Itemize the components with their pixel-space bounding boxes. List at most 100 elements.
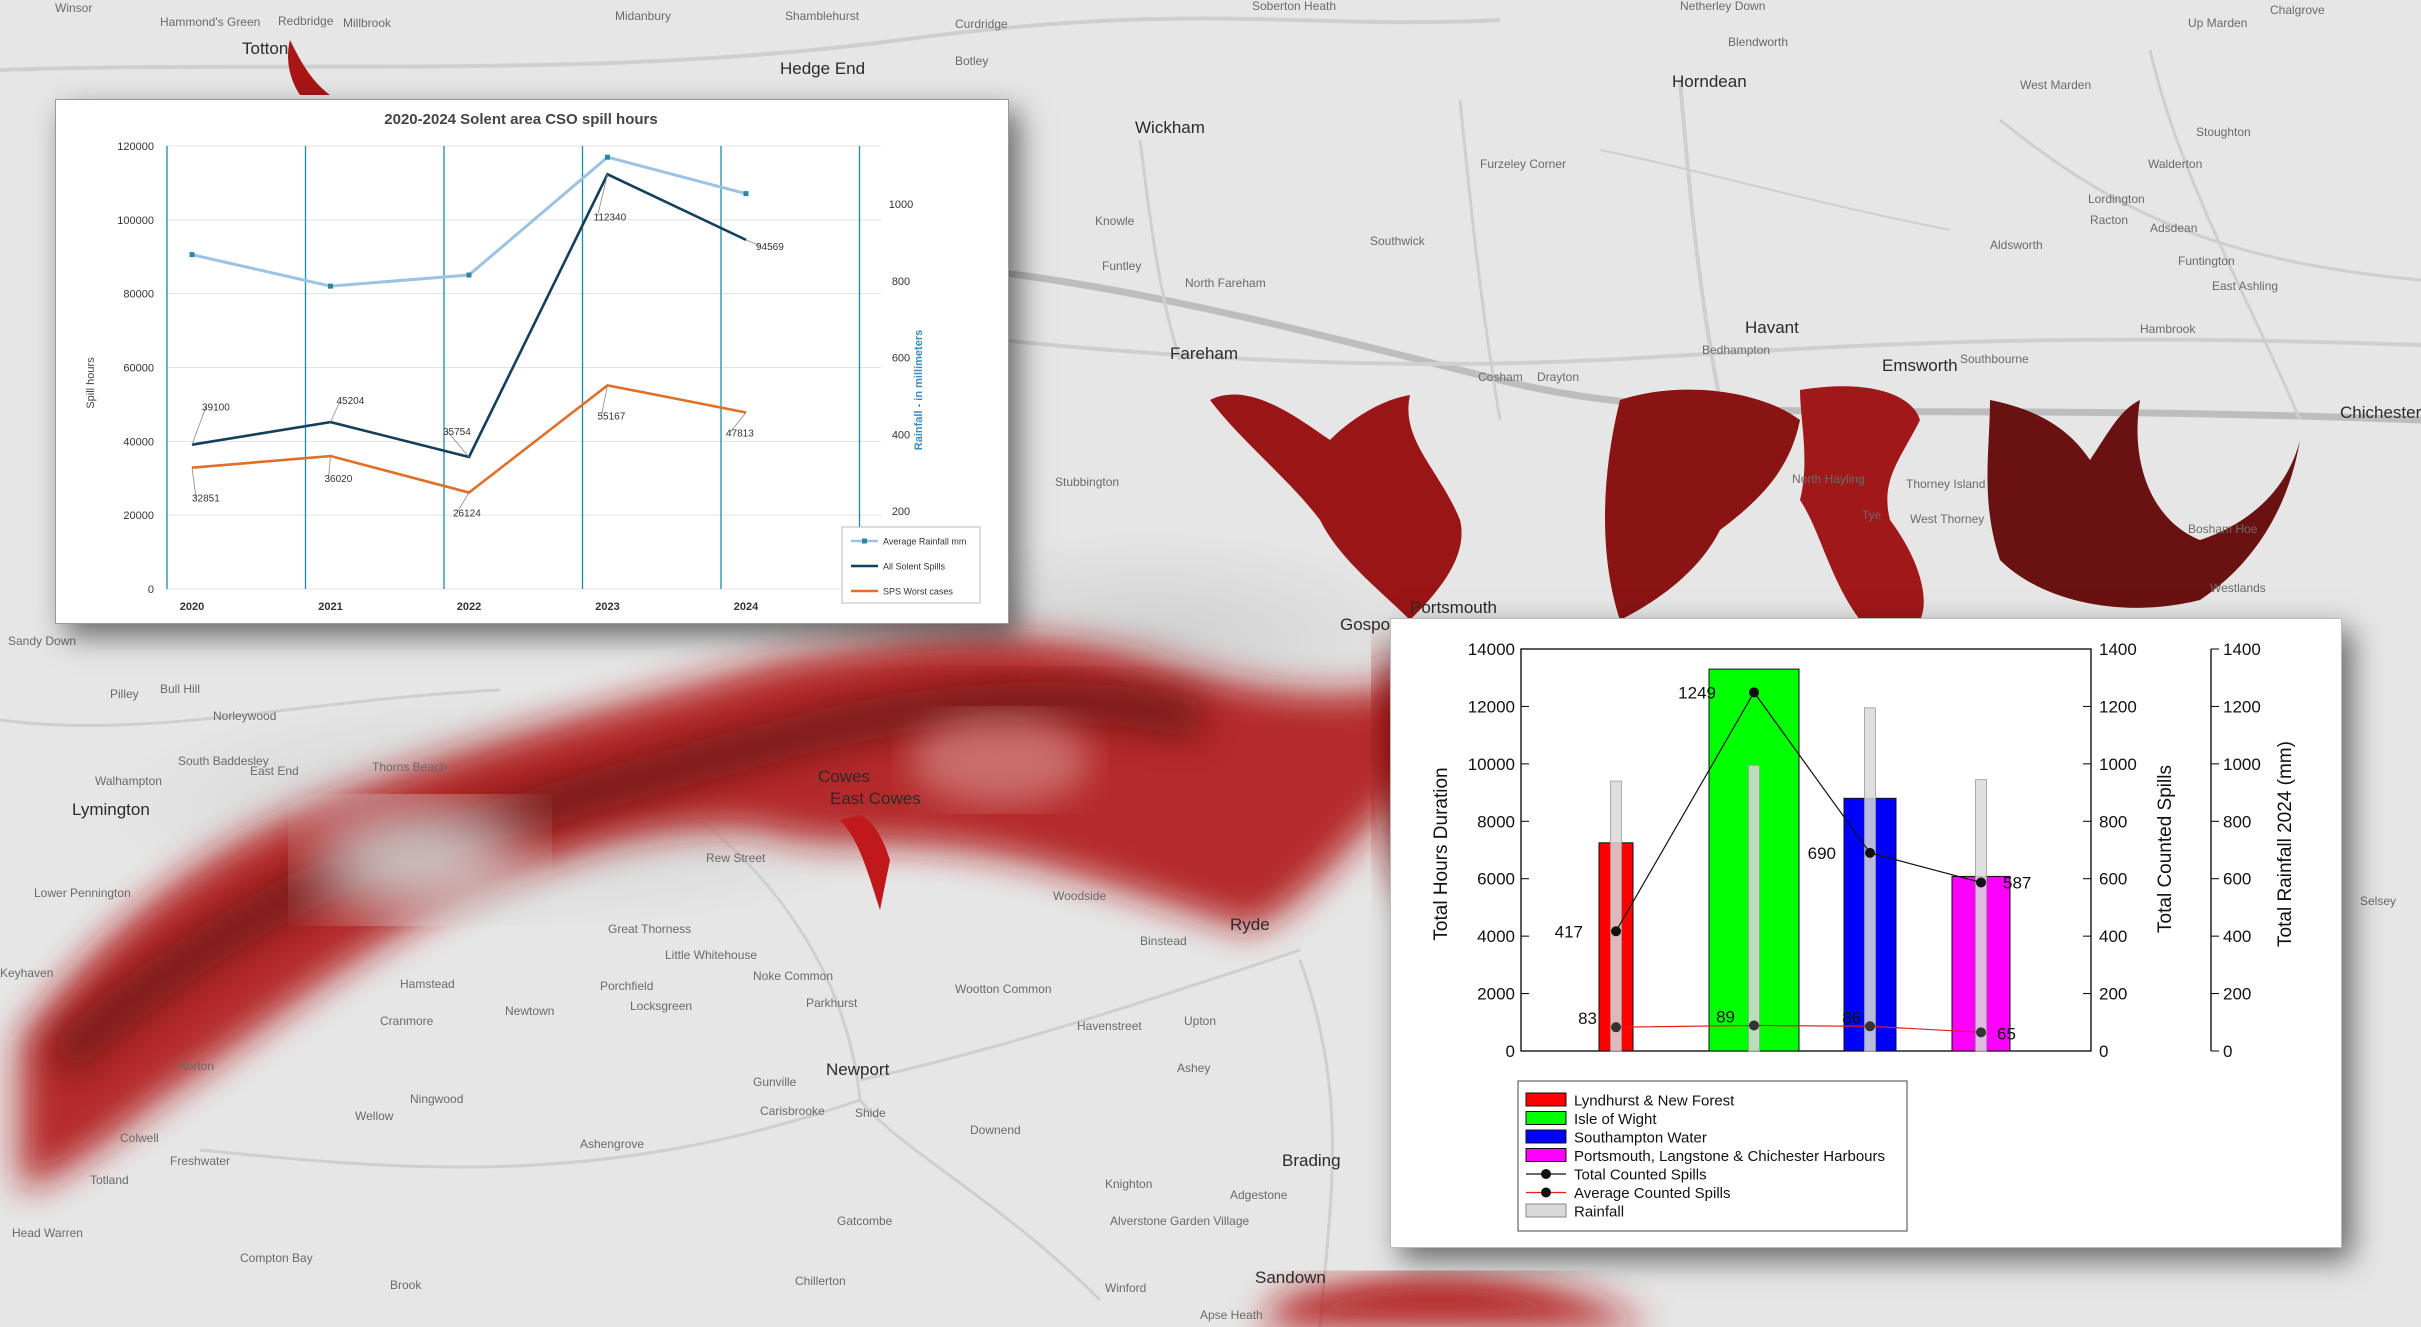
chart2-y3-tick-label: 400 bbox=[2223, 927, 2251, 946]
map-place-label: West Thorney bbox=[1910, 512, 1984, 526]
map-place-label: North Fareham bbox=[1185, 276, 1266, 290]
map-place-label: Woodside bbox=[1053, 889, 1106, 903]
map-place-label: Winford bbox=[1105, 1281, 1146, 1295]
map-place-label: Chillerton bbox=[795, 1274, 846, 1288]
map-place-label: Up Marden bbox=[2188, 16, 2247, 30]
chart2-y-tick-label: 2000 bbox=[1477, 985, 1515, 1004]
chart2-y2-tick-label: 200 bbox=[2099, 985, 2127, 1004]
map-place-label: Bull Hill bbox=[160, 682, 200, 696]
chart1-y-tick-label: 100000 bbox=[117, 215, 154, 227]
chart1-series-line bbox=[191, 383, 747, 494]
chart1-rainfall-marker bbox=[743, 191, 749, 197]
chart1-data-label: 112340 bbox=[594, 212, 627, 223]
map-place-label: Colwell bbox=[120, 1131, 159, 1145]
map-place-label: Keyhaven bbox=[0, 966, 53, 980]
chart2-y3-tick-label: 1400 bbox=[2223, 640, 2261, 659]
chart2-y2-tick-label: 600 bbox=[2099, 870, 2127, 889]
chart1-data-label: 94569 bbox=[756, 242, 784, 253]
chart2-y3-tick-label: 1200 bbox=[2223, 697, 2261, 716]
map-place-label: Cowes bbox=[818, 767, 870, 786]
chart1-label-leader bbox=[191, 406, 207, 445]
map-place-label: Carisbrooke bbox=[760, 1104, 825, 1118]
map-place-label: West Marden bbox=[2020, 78, 2091, 92]
map-place-label: Havant bbox=[1745, 318, 1799, 337]
chart2-average-spills-marker bbox=[1611, 1022, 1621, 1033]
map-place-label: Knowle bbox=[1095, 214, 1135, 228]
map-place-label: Newport bbox=[826, 1060, 890, 1079]
map-place-label: Cosham bbox=[1478, 370, 1523, 384]
chart1-label-leader bbox=[729, 412, 747, 433]
map-place-label: Southwick bbox=[1370, 234, 1426, 248]
chart2-total-spills-marker bbox=[1611, 926, 1621, 937]
chart1-rainfall-marker bbox=[605, 154, 610, 160]
bar-chart-panel: Total Hours Duration Total Counted Spill… bbox=[1390, 618, 2342, 1248]
chart2-legend-marker bbox=[1541, 1169, 1551, 1179]
chart2-legend-label: Lyndhurst & New Forest bbox=[1574, 1093, 1735, 1110]
chart2-total-spills-marker bbox=[1865, 847, 1875, 858]
chart1-x-tick-label: 2024 bbox=[734, 601, 759, 613]
chart2-y2-axis-label: Total Counted Spills bbox=[2155, 765, 2176, 933]
map-place-label: Soberton Heath bbox=[1252, 0, 1336, 13]
map-place-label: Parkhurst bbox=[806, 996, 858, 1010]
chart1-data-label: 45204 bbox=[337, 396, 365, 407]
chart2-legend-swatch bbox=[1525, 1148, 1567, 1162]
map-place-label: Little Whitehouse bbox=[665, 948, 757, 962]
map-place-label: Stoughton bbox=[2196, 125, 2251, 139]
chart2-average-spills-marker bbox=[1976, 1027, 1986, 1038]
map-place-label: Wickham bbox=[1135, 118, 1205, 137]
chart2-legend-label: Southampton Water bbox=[1574, 1130, 1707, 1147]
map-place-label: Hammond's Green bbox=[160, 15, 260, 29]
map-place-label: East Cowes bbox=[830, 789, 921, 808]
map-place-label: Norleywood bbox=[213, 709, 276, 723]
chart2-average-spills-marker bbox=[1749, 1020, 1759, 1031]
chart2-y3-axis-label: Total Rainfall 2024 (mm) bbox=[2275, 741, 2296, 947]
chart2-y-tick-label: 14000 bbox=[1468, 640, 1515, 659]
chart1-rainfall-marker bbox=[466, 272, 472, 278]
map-place-label: Apse Heath bbox=[1200, 1308, 1263, 1322]
spill-overlay bbox=[20, 40, 2300, 1327]
map-place-label: Ryde bbox=[1230, 915, 1270, 934]
chart2-plot-area bbox=[1520, 648, 2092, 1052]
map-place-label: Bedhampton bbox=[1702, 343, 1770, 357]
map-place-label: Botley bbox=[955, 54, 988, 68]
chart1-series-line bbox=[191, 155, 747, 288]
map-place-label: Walderton bbox=[2148, 157, 2202, 171]
chart1-y2-axis-label: Rainfall - in millimeters bbox=[913, 330, 925, 450]
chart1-y2-tick-label: 800 bbox=[892, 276, 910, 288]
chart1-label-leader bbox=[446, 430, 470, 458]
map-place-label: Walhampton bbox=[95, 774, 162, 788]
chart1-data-label: 35754 bbox=[443, 427, 471, 438]
map-place-label: Knighton bbox=[1105, 1177, 1152, 1191]
chart2-total-spills-label: 587 bbox=[2003, 873, 2031, 892]
chart2-y2-tick-label: 0 bbox=[2099, 1042, 2108, 1061]
map-place-label: Brading bbox=[1282, 1151, 1341, 1170]
map-place-label: Shide bbox=[855, 1106, 886, 1120]
map-place-label: Redbridge bbox=[278, 14, 334, 28]
chart1-x-tick-label: 2021 bbox=[318, 601, 342, 613]
chart1-x-tick-label: 2020 bbox=[180, 601, 204, 613]
chart1-data-label: 39100 bbox=[202, 403, 230, 414]
map-place-label: Sandy Down bbox=[8, 634, 76, 648]
chart2-total-spills-label: 417 bbox=[1555, 922, 1583, 941]
chart1-label-leader bbox=[328, 455, 331, 479]
map-place-label: Pilley bbox=[110, 687, 139, 701]
chart2-y3-tick-label: 600 bbox=[2223, 870, 2251, 889]
chart1-title: 2020-2024 Solent area CSO spill hours bbox=[384, 111, 657, 128]
map-place-label: Horndean bbox=[1672, 72, 1747, 91]
map-place-label: Stubbington bbox=[1055, 475, 1119, 489]
map-place-label: Locksgreen bbox=[630, 999, 692, 1013]
map-place-label: Gosport bbox=[1340, 615, 1401, 634]
map-place-label: Downend bbox=[970, 1123, 1021, 1137]
chart2-rainfall-bar bbox=[1610, 780, 1622, 1052]
chart1-legend-label: Average Rainfall mm bbox=[883, 537, 966, 547]
chart2-legend-swatch bbox=[1525, 1092, 1567, 1107]
map-place-label: Blendworth bbox=[1728, 35, 1788, 49]
map-place-label: Westlands bbox=[2210, 581, 2266, 595]
chart2-y2-tick-label: 800 bbox=[2099, 812, 2127, 831]
chart2-legend-swatch bbox=[1525, 1111, 1567, 1125]
chart1-rainfall-marker bbox=[189, 252, 195, 258]
chart2-y-tick-label: 12000 bbox=[1468, 697, 1515, 716]
map-place-label: Millbrook bbox=[343, 16, 392, 30]
map-place-label: North Hayling bbox=[1792, 472, 1865, 486]
map-place-label: Fareham bbox=[1170, 344, 1238, 363]
